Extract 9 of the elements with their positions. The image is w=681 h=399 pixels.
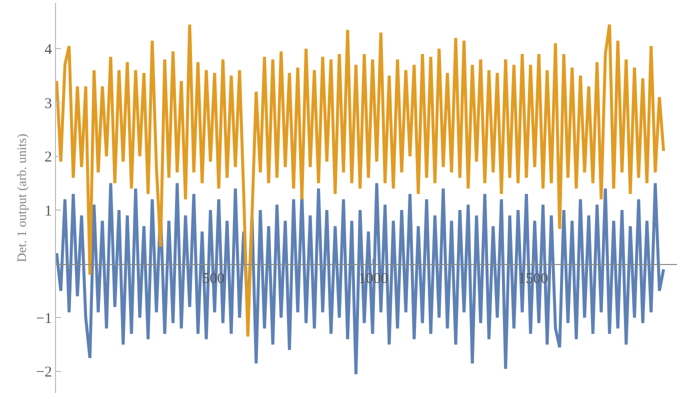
y-tick-label: 3 <box>44 96 52 112</box>
line-series <box>56 23 666 338</box>
y-axis-title: Det. 1 output (arb. units) <box>14 134 29 262</box>
line-series <box>56 182 666 376</box>
y-tick-label: 4 <box>44 42 52 58</box>
y-tick-label: 2 <box>44 150 52 166</box>
y-tick-label: 1 <box>44 203 52 220</box>
y-tick-label: −1 <box>36 310 52 327</box>
y-tick-label: −2 <box>36 364 52 381</box>
